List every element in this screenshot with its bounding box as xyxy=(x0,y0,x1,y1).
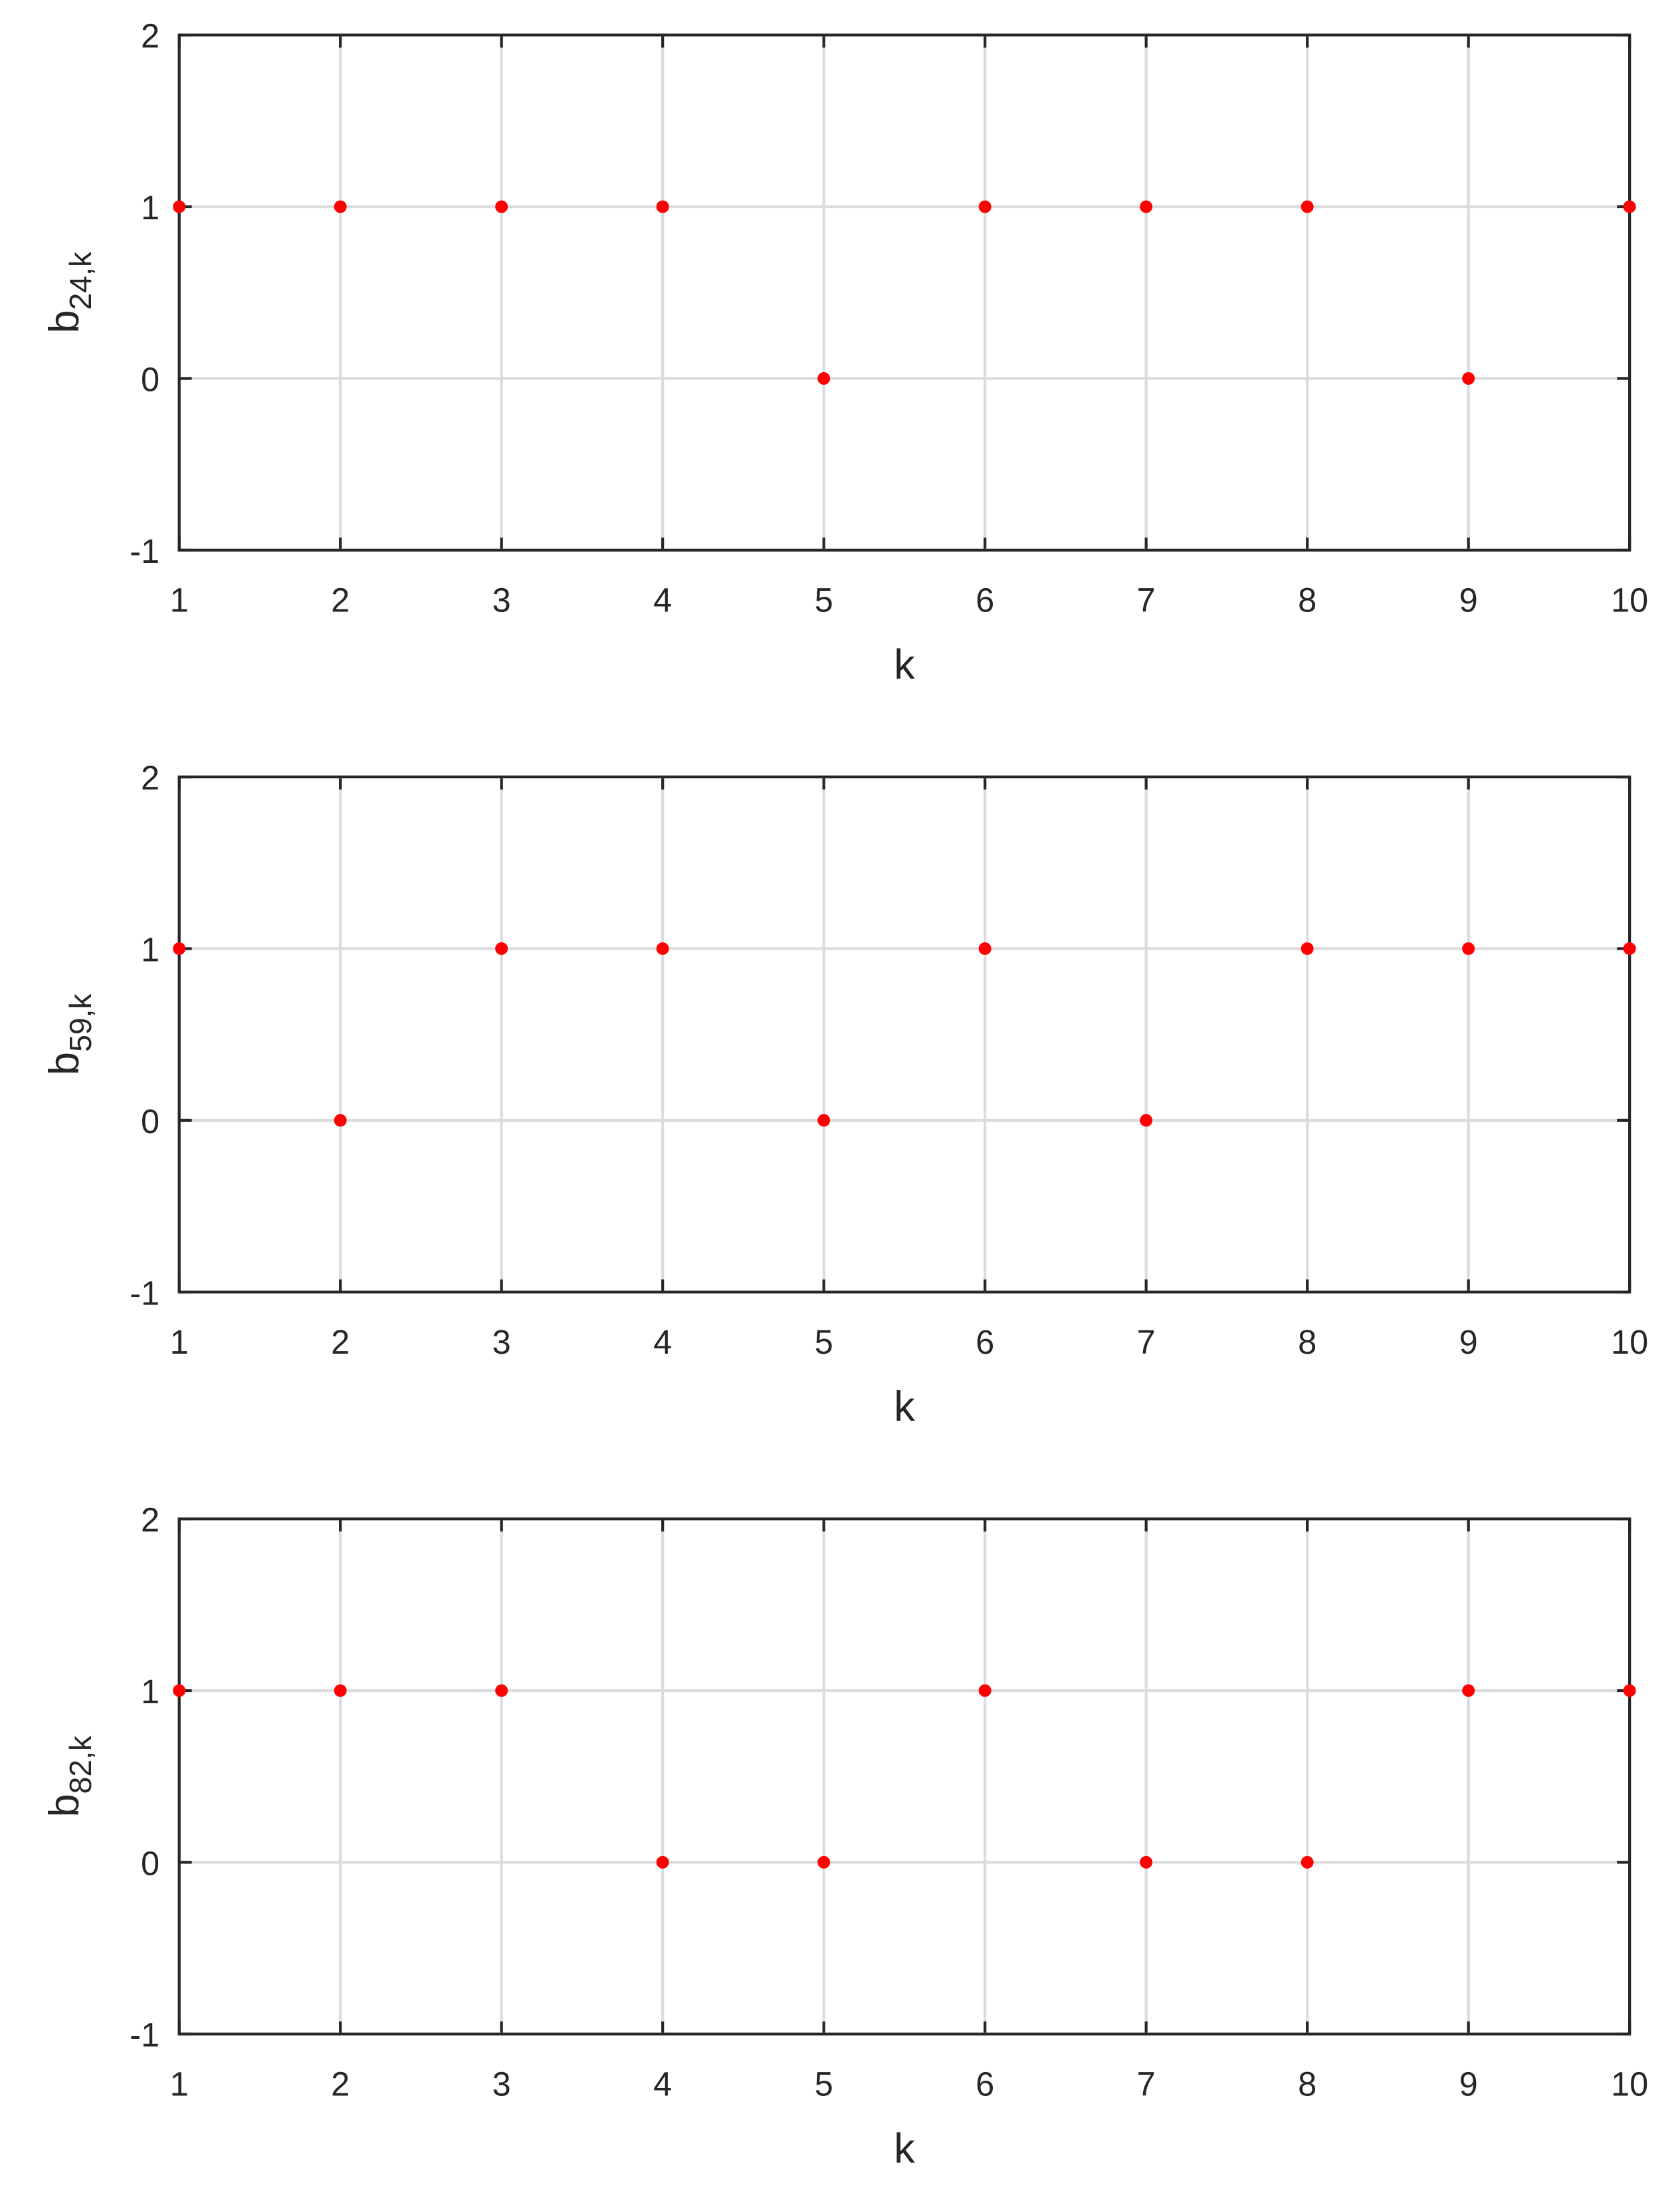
x-tick-label: 4 xyxy=(653,581,672,619)
point xyxy=(173,942,186,955)
y-axis-label-base: b xyxy=(41,310,88,333)
point xyxy=(1623,942,1636,955)
point xyxy=(978,1684,992,1697)
y-axis-label: b59,k xyxy=(41,993,98,1076)
x-tick-label: 1 xyxy=(170,581,189,619)
y-tick-label: -1 xyxy=(130,1274,159,1312)
x-tick-label: 10 xyxy=(1611,581,1648,619)
x-tick-label: 4 xyxy=(653,2065,672,2103)
x-axis-label: k xyxy=(894,642,915,688)
subplot: 1 2 3 4 5 6 7 8 9 10 -1 0 1 2 k b59,k xyxy=(41,759,1648,1430)
x-axis-label: k xyxy=(894,1384,915,1430)
point xyxy=(1301,200,1314,213)
point xyxy=(656,942,669,955)
point xyxy=(1140,1855,1153,1869)
x-tick-label: 9 xyxy=(1459,581,1478,619)
x-tick-label: 6 xyxy=(976,581,994,619)
y-tick-label: 2 xyxy=(141,1501,159,1539)
x-tick-label: 2 xyxy=(331,581,350,619)
y-tick-label: 0 xyxy=(141,1102,159,1140)
y-axis-label-sub: 59,k xyxy=(63,993,98,1052)
subplot: 1 2 3 4 5 6 7 8 9 10 -1 0 1 2 k b82,k xyxy=(41,1501,1648,2172)
point xyxy=(495,1684,508,1697)
x-tick-label: 1 xyxy=(170,1323,189,1361)
axes-box xyxy=(177,776,1631,1294)
y-axis-label-sub: 24,k xyxy=(63,251,98,310)
x-tick-label: 2 xyxy=(331,1323,350,1361)
point xyxy=(1623,200,1636,213)
y-axis-label-base: b xyxy=(41,1052,88,1075)
y-axis-label: b82,k xyxy=(41,1735,98,1818)
y-tick-label: 1 xyxy=(141,1673,159,1711)
x-tick-label: 9 xyxy=(1459,1323,1478,1361)
x-tick-label: 8 xyxy=(1298,581,1316,619)
x-axis-label: k xyxy=(894,2126,915,2172)
y-tick-label: 0 xyxy=(141,1844,159,1882)
axes-box xyxy=(177,1517,1631,2036)
x-tick-label: 4 xyxy=(653,1323,672,1361)
y-axis-label-base: b xyxy=(41,1794,88,1817)
x-tick-label: 6 xyxy=(976,2065,994,2103)
point xyxy=(1301,1855,1314,1869)
point xyxy=(1301,942,1314,955)
x-tick-label: 5 xyxy=(815,581,833,619)
y-tick-label: 1 xyxy=(141,189,159,227)
point xyxy=(1462,1684,1475,1697)
point xyxy=(1140,1114,1153,1127)
x-tick-label: 1 xyxy=(170,2065,189,2103)
point xyxy=(1462,942,1475,955)
point xyxy=(173,1684,186,1697)
point xyxy=(817,1114,831,1127)
point xyxy=(1623,1684,1636,1697)
point xyxy=(1462,371,1475,385)
x-tick-label: 8 xyxy=(1298,2065,1316,2103)
point xyxy=(817,1855,831,1869)
point xyxy=(334,200,347,213)
x-tick-label: 3 xyxy=(492,581,511,619)
point xyxy=(656,1855,669,1869)
x-tick-label: 6 xyxy=(976,1323,994,1361)
x-tick-label: 5 xyxy=(815,1323,833,1361)
x-tick-label: 3 xyxy=(492,2065,511,2103)
x-tick-label: 2 xyxy=(331,2065,350,2103)
subplot: 1 2 3 4 5 6 7 8 9 10 -1 0 1 2 k b24,k xyxy=(41,17,1648,688)
x-tick-label: 10 xyxy=(1611,1323,1648,1361)
point xyxy=(173,200,186,213)
axes-box xyxy=(177,33,1631,552)
x-tick-label: 8 xyxy=(1298,1323,1316,1361)
x-tick-label: 10 xyxy=(1611,2065,1648,2103)
x-tick-label: 3 xyxy=(492,1323,511,1361)
point xyxy=(1140,200,1153,213)
y-tick-label: 0 xyxy=(141,360,159,398)
y-tick-label: 1 xyxy=(141,930,159,968)
point xyxy=(495,200,508,213)
point xyxy=(817,371,831,385)
x-tick-label: 7 xyxy=(1137,2065,1156,2103)
y-tick-label: 2 xyxy=(141,17,159,55)
y-tick-label: 2 xyxy=(141,759,159,797)
point xyxy=(978,200,992,213)
point xyxy=(656,200,669,213)
y-tick-label: -1 xyxy=(130,532,159,570)
x-tick-label: 7 xyxy=(1137,581,1156,619)
point xyxy=(978,942,992,955)
y-axis-label-sub: 82,k xyxy=(63,1735,98,1794)
x-tick-label: 5 xyxy=(815,2065,833,2103)
y-axis-label: b24,k xyxy=(41,251,98,334)
point xyxy=(334,1114,347,1127)
x-tick-label: 9 xyxy=(1459,2065,1478,2103)
point xyxy=(495,942,508,955)
y-tick-label: -1 xyxy=(130,2016,159,2054)
x-tick-label: 7 xyxy=(1137,1323,1156,1361)
point xyxy=(334,1684,347,1697)
